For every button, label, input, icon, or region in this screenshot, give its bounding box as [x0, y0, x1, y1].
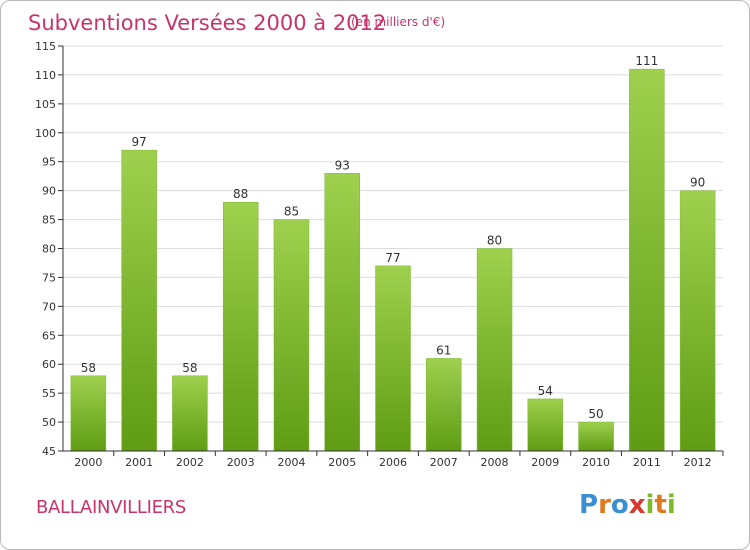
bar-2003 [222, 201, 259, 452]
bar-2009 [527, 398, 564, 452]
y-tick-label: 55 [42, 387, 56, 400]
bar-2012 [679, 190, 716, 452]
x-tick-label-2002: 2002 [176, 456, 204, 469]
x-tick-label-2007: 2007 [430, 456, 458, 469]
data-label-2003: 88 [233, 187, 248, 201]
bar-2004 [273, 219, 310, 452]
x-tick-label-2005: 2005 [328, 456, 356, 469]
y-tick-label: 110 [35, 69, 56, 82]
x-tick-label-2008: 2008 [481, 456, 509, 469]
bar-2000 [70, 375, 107, 452]
x-tick-label-2011: 2011 [633, 456, 661, 469]
data-label-2006: 77 [385, 251, 400, 265]
x-tick-label-2000: 2000 [74, 456, 102, 469]
data-label-2005: 93 [335, 158, 350, 172]
y-tick-label: 60 [42, 358, 56, 371]
y-tick-label: 45 [42, 445, 56, 458]
y-tick-label: 70 [42, 300, 56, 313]
y-tick-label: 100 [35, 127, 56, 140]
data-label-2010: 50 [588, 407, 603, 421]
x-tick-label-2006: 2006 [379, 456, 407, 469]
bar-2005 [324, 173, 360, 452]
data-label-2001: 97 [132, 135, 147, 149]
data-label-2012: 90 [690, 176, 705, 190]
y-tick-label: 65 [42, 329, 56, 342]
y-tick-label: 85 [42, 214, 56, 227]
y-tick-label: 80 [42, 243, 56, 256]
y-tick-label: 50 [42, 416, 56, 429]
bar-2011 [629, 68, 665, 452]
bar-2010 [578, 421, 614, 452]
y-tick-label: 95 [42, 156, 56, 169]
x-tick-label-2003: 2003 [227, 456, 255, 469]
bar-2007 [426, 358, 462, 452]
y-tick-label: 75 [42, 271, 56, 284]
data-label-2011: 111 [635, 54, 658, 68]
bar-2006 [375, 265, 411, 452]
chart-title: Subventions Versées 2000 à 2012 [28, 11, 387, 35]
data-label-2004: 85 [284, 205, 299, 219]
data-label-2009: 54 [538, 384, 553, 398]
y-tick-label: 115 [35, 40, 56, 53]
x-tick-label-2012: 2012 [684, 456, 712, 469]
y-tick-label: 105 [35, 98, 56, 111]
data-label-2002: 58 [182, 361, 197, 375]
commune-name: BALLAINVILLIERS [36, 497, 187, 518]
bars: 58 97 58 88 85 93 77 61 80 54 50 111 90 [70, 54, 716, 452]
proxiti-logo[interactable]: Proxiti [579, 490, 676, 520]
x-tick-label-2010: 2010 [582, 456, 610, 469]
data-label-2008: 80 [487, 234, 502, 248]
y-tick-label: 90 [42, 185, 56, 198]
x-tick-label-2004: 2004 [277, 456, 305, 469]
bar-2001 [121, 149, 157, 452]
axes: 45 50 55 60 65 70 75 80 85 90 95 100 105 110 115 2000 20… [35, 40, 724, 469]
data-label-2000: 58 [81, 361, 96, 375]
x-tick-label-2009: 2009 [531, 456, 559, 469]
bar-2008 [476, 248, 513, 452]
chart-subtitle: (en milliers d'€) [351, 15, 446, 29]
x-tick-label-2001: 2001 [125, 456, 153, 469]
data-label-2007: 61 [436, 343, 451, 357]
bar-2002 [172, 375, 208, 452]
